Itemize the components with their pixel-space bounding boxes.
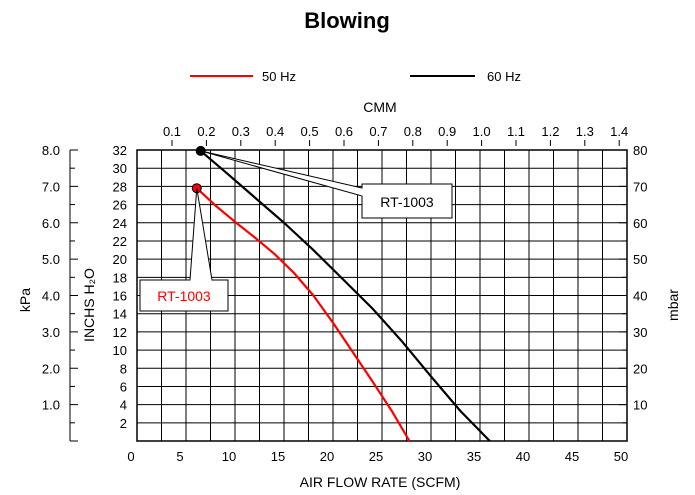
top-tick-label: 0.2: [197, 124, 215, 139]
mbar-tick-label: 60: [633, 216, 647, 231]
top-tick-label: 0.5: [301, 124, 319, 139]
y-tick-label: 24: [113, 216, 127, 231]
top-tick-label: 1.2: [541, 124, 559, 139]
top-tick-label: 0.1: [163, 124, 181, 139]
x-tick-label: 35: [467, 449, 481, 464]
callout-label-60hz: RT-1003: [380, 194, 434, 210]
top-tick-label: 0.4: [266, 124, 284, 139]
x-tick-label: 15: [271, 449, 285, 464]
callout-box-60hz: [361, 183, 453, 219]
y-tick-label: 18: [113, 270, 127, 285]
top-tick-label: 0.3: [232, 124, 250, 139]
y-tick-label: 2: [120, 416, 127, 431]
top-tick-label: 0.7: [369, 124, 387, 139]
x-tick-label: 50: [614, 449, 628, 464]
kpa-tick-label: 3.0: [42, 325, 60, 340]
top-tick-label: 0.9: [438, 124, 456, 139]
y-tick-label: 12: [113, 325, 127, 340]
legend: 50 Hz 60 Hz: [190, 69, 521, 84]
mbar-tick-label: 70: [633, 179, 647, 194]
legend-label-50hz: 50 Hz: [262, 69, 296, 84]
y-tick-label: 20: [113, 252, 127, 267]
x-axis-label: AIR FLOW RATE (SCFM): [300, 474, 461, 490]
y-tick-label: 32: [113, 143, 127, 158]
legend-label-60hz: 60 Hz: [487, 69, 521, 84]
y-tick-label: 14: [113, 307, 127, 322]
chart-title: Blowing: [304, 8, 390, 33]
x-tick-label: 5: [176, 449, 183, 464]
kpa-tick-label: 6.0: [42, 216, 60, 231]
y-tick-label: 30: [113, 161, 127, 176]
callout-box-50hz: [139, 279, 229, 312]
x-tick-label: 0: [127, 449, 134, 464]
callout-pointer-50hz: [189, 188, 213, 281]
callout-pointer-60hz: [200, 150, 363, 197]
x-tick-label: 30: [418, 449, 432, 464]
top-tick-label: 0.6: [335, 124, 353, 139]
kpa-tick-label: 8.0: [42, 143, 60, 158]
callout-label-50hz: RT-1003: [157, 288, 211, 304]
y-tick-label: 4: [120, 398, 127, 413]
top-tick-label: 1.4: [610, 124, 628, 139]
top-tick-label: 0.8: [404, 124, 422, 139]
kpa-tick-label: 7.0: [42, 179, 60, 194]
mbar-tick-label: 80: [633, 143, 647, 158]
mbar-tick-label: 50: [633, 252, 647, 267]
mbar-tick-label: 10: [633, 398, 647, 413]
y-tick-label: 8: [120, 361, 127, 376]
mbar-axis-label: mbar: [665, 289, 681, 321]
x-tick-label: 20: [320, 449, 334, 464]
y-tick-label: 10: [113, 343, 127, 358]
x-tick-label: 40: [516, 449, 530, 464]
kpa-axis-label: kPa: [17, 288, 33, 312]
annotations: RT-1003 RT-1003: [139, 150, 453, 312]
y-axis-label: INCHS H₂O: [81, 268, 97, 342]
data-series: [191, 145, 491, 442]
mbar-tick-label: 30: [633, 325, 647, 340]
kpa-tick-label: 4.0: [42, 289, 60, 304]
x-tick-label: 45: [565, 449, 579, 464]
x-tick-label: 10: [222, 449, 236, 464]
kpa-tick-label: 5.0: [42, 252, 60, 267]
y-tick-label: 16: [113, 289, 127, 304]
series-line-60hz: [199, 150, 491, 442]
series-line-50hz: [196, 187, 411, 442]
kpa-tick-label: 2.0: [42, 361, 60, 376]
axis-ticks: 0 5 10 15 20 25 30 35 40 45 50 0.1 0.2 0.3 0.4 0.5 0.6 0.…: [42, 124, 648, 464]
mbar-tick-label: 20: [633, 361, 647, 376]
x-tick-label: 25: [369, 449, 383, 464]
y-tick-label: 26: [113, 198, 127, 213]
y-tick-label: 28: [113, 179, 127, 194]
top-tick-label: 1.0: [473, 124, 491, 139]
y-tick-label: 6: [120, 379, 127, 394]
top-tick-label: 1.3: [576, 124, 594, 139]
mbar-tick-label: 40: [633, 289, 647, 304]
top-tick-label: 1.1: [507, 124, 525, 139]
kpa-tick-label: 1.0: [42, 398, 60, 413]
y-tick-label: 22: [113, 234, 127, 249]
top-axis-label: CMM: [363, 99, 396, 115]
